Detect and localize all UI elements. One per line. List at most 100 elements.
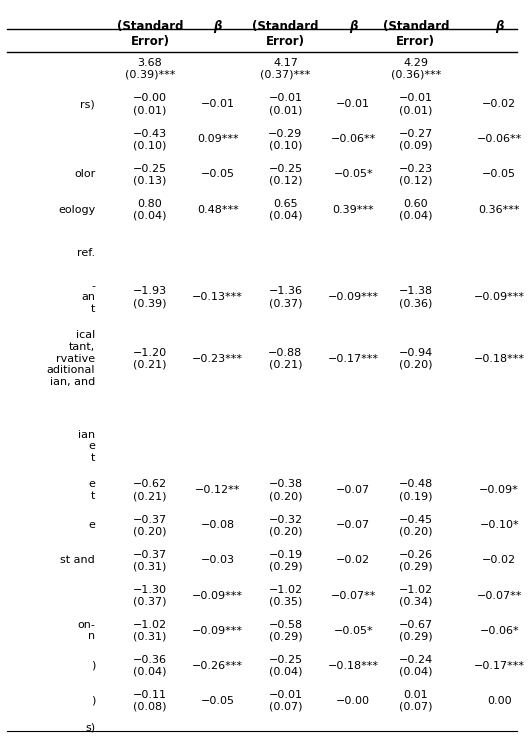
Text: −0.11
(0.08): −0.11 (0.08) <box>133 690 167 711</box>
Text: −0.18***: −0.18*** <box>328 661 379 671</box>
Text: −1.30
(0.37): −1.30 (0.37) <box>133 585 167 606</box>
Text: (Standard
Error): (Standard Error) <box>382 20 449 48</box>
Text: −0.06**: −0.06** <box>331 134 376 144</box>
Text: e
t: e t <box>88 479 95 501</box>
Text: −0.26***: −0.26*** <box>192 661 243 671</box>
Text: 0.80
(0.04): 0.80 (0.04) <box>133 199 167 220</box>
Text: −0.10*: −0.10* <box>479 520 519 531</box>
Text: β: β <box>349 20 357 33</box>
Text: −0.37
(0.20): −0.37 (0.20) <box>133 514 167 536</box>
Text: −0.00: −0.00 <box>336 696 370 706</box>
Text: −0.88
(0.21): −0.88 (0.21) <box>268 348 303 370</box>
Text: −0.23
(0.12): −0.23 (0.12) <box>399 164 433 185</box>
Text: 4.29
(0.36)***: 4.29 (0.36)*** <box>391 59 441 80</box>
Text: 0.65
(0.04): 0.65 (0.04) <box>269 199 302 220</box>
Text: −0.12**: −0.12** <box>195 485 241 495</box>
Text: olor: olor <box>74 170 95 179</box>
Text: rs): rs) <box>81 99 95 109</box>
Text: −0.00
(0.01): −0.00 (0.01) <box>133 93 167 115</box>
Text: −0.45
(0.20): −0.45 (0.20) <box>399 514 433 536</box>
Text: −0.08: −0.08 <box>201 520 235 531</box>
Text: −1.02
(0.35): −1.02 (0.35) <box>268 585 303 606</box>
Text: −0.23***: −0.23*** <box>192 353 243 364</box>
Text: −0.07: −0.07 <box>336 520 370 531</box>
Text: −0.36
(0.04): −0.36 (0.04) <box>133 655 167 677</box>
Text: −0.07**: −0.07** <box>330 591 376 600</box>
Text: −0.09***: −0.09*** <box>192 625 243 636</box>
Text: −0.05*: −0.05* <box>333 170 373 179</box>
Text: −0.17***: −0.17*** <box>328 353 379 364</box>
Text: ian
e
t: ian e t <box>78 430 95 463</box>
Text: s): s) <box>85 722 95 732</box>
Text: −0.01
(0.01): −0.01 (0.01) <box>269 93 303 115</box>
Text: (Standard
Error): (Standard Error) <box>117 20 183 48</box>
Text: eology: eology <box>58 205 95 214</box>
Text: −0.48
(0.19): −0.48 (0.19) <box>399 479 433 501</box>
Text: -
an
t: - an t <box>81 281 95 314</box>
Text: −0.32
(0.20): −0.32 (0.20) <box>268 514 303 536</box>
Text: −0.05*: −0.05* <box>333 625 373 636</box>
Text: −0.19
(0.29): −0.19 (0.29) <box>268 550 303 571</box>
Text: st and: st and <box>61 556 95 565</box>
Text: β: β <box>213 20 222 33</box>
Text: −0.01
(0.01): −0.01 (0.01) <box>399 93 433 115</box>
Text: −0.06*: −0.06* <box>479 625 519 636</box>
Text: 0.60
(0.04): 0.60 (0.04) <box>399 199 433 220</box>
Text: −0.05: −0.05 <box>201 170 235 179</box>
Text: e: e <box>88 520 95 531</box>
Text: −1.02
(0.34): −1.02 (0.34) <box>399 585 433 606</box>
Text: −0.26
(0.29): −0.26 (0.29) <box>399 550 433 571</box>
Text: −0.38
(0.20): −0.38 (0.20) <box>268 479 303 501</box>
Text: −0.01
(0.07): −0.01 (0.07) <box>269 690 303 711</box>
Text: −0.67
(0.29): −0.67 (0.29) <box>399 619 433 642</box>
Text: −0.07**: −0.07** <box>476 591 522 600</box>
Text: −0.37
(0.31): −0.37 (0.31) <box>133 550 167 571</box>
Text: −0.09***: −0.09*** <box>328 292 379 302</box>
Text: −0.62
(0.21): −0.62 (0.21) <box>133 479 167 501</box>
Text: −0.29
(0.10): −0.29 (0.10) <box>268 128 303 150</box>
Text: −1.93
(0.39): −1.93 (0.39) <box>133 287 167 308</box>
Text: β: β <box>495 20 503 33</box>
Text: −0.18***: −0.18*** <box>474 353 525 364</box>
Text: −0.24
(0.04): −0.24 (0.04) <box>399 655 433 677</box>
Text: −1.20
(0.21): −1.20 (0.21) <box>133 348 167 370</box>
Text: 0.48***: 0.48*** <box>197 205 238 214</box>
Text: −1.38
(0.36): −1.38 (0.36) <box>399 287 433 308</box>
Text: −0.09*: −0.09* <box>479 485 519 495</box>
Text: −0.27
(0.09): −0.27 (0.09) <box>399 128 433 150</box>
Text: −0.06**: −0.06** <box>476 134 522 144</box>
Text: −0.58
(0.29): −0.58 (0.29) <box>268 619 303 642</box>
Text: (Standard
Error): (Standard Error) <box>252 20 319 48</box>
Text: ref.: ref. <box>77 248 95 259</box>
Text: on-
n: on- n <box>78 619 95 642</box>
Text: −0.43
(0.10): −0.43 (0.10) <box>133 128 167 150</box>
Text: −0.03: −0.03 <box>201 556 235 565</box>
Text: −0.94
(0.20): −0.94 (0.20) <box>399 348 433 370</box>
Text: ical
tant,
rvative
aditional
ian, and: ical tant, rvative aditional ian, and <box>47 330 95 387</box>
Text: −0.07: −0.07 <box>336 485 370 495</box>
Text: −1.02
(0.31): −1.02 (0.31) <box>133 619 167 642</box>
Text: −0.05: −0.05 <box>482 170 516 179</box>
Text: −1.36
(0.37): −1.36 (0.37) <box>269 287 303 308</box>
Text: 0.39***: 0.39*** <box>332 205 374 214</box>
Text: −0.01: −0.01 <box>336 99 370 109</box>
Text: −0.02: −0.02 <box>336 556 370 565</box>
Text: −0.13***: −0.13*** <box>192 292 243 302</box>
Text: 0.01
(0.07): 0.01 (0.07) <box>399 690 433 711</box>
Text: ): ) <box>91 696 95 706</box>
Text: −0.25
(0.13): −0.25 (0.13) <box>133 164 167 185</box>
Text: 4.17
(0.37)***: 4.17 (0.37)*** <box>260 59 311 80</box>
Text: −0.02: −0.02 <box>482 99 516 109</box>
Text: 3.68
(0.39)***: 3.68 (0.39)*** <box>125 59 175 80</box>
Text: 0.09***: 0.09*** <box>197 134 238 144</box>
Text: −0.17***: −0.17*** <box>474 661 525 671</box>
Text: 0.36***: 0.36*** <box>478 205 520 214</box>
Text: −0.01: −0.01 <box>201 99 235 109</box>
Text: ): ) <box>91 661 95 671</box>
Text: −0.25
(0.12): −0.25 (0.12) <box>268 164 303 185</box>
Text: −0.09***: −0.09*** <box>474 292 525 302</box>
Text: 0.00: 0.00 <box>487 696 511 706</box>
Text: −0.09***: −0.09*** <box>192 591 243 600</box>
Text: −0.25
(0.04): −0.25 (0.04) <box>268 655 303 677</box>
Text: −0.02: −0.02 <box>482 556 516 565</box>
